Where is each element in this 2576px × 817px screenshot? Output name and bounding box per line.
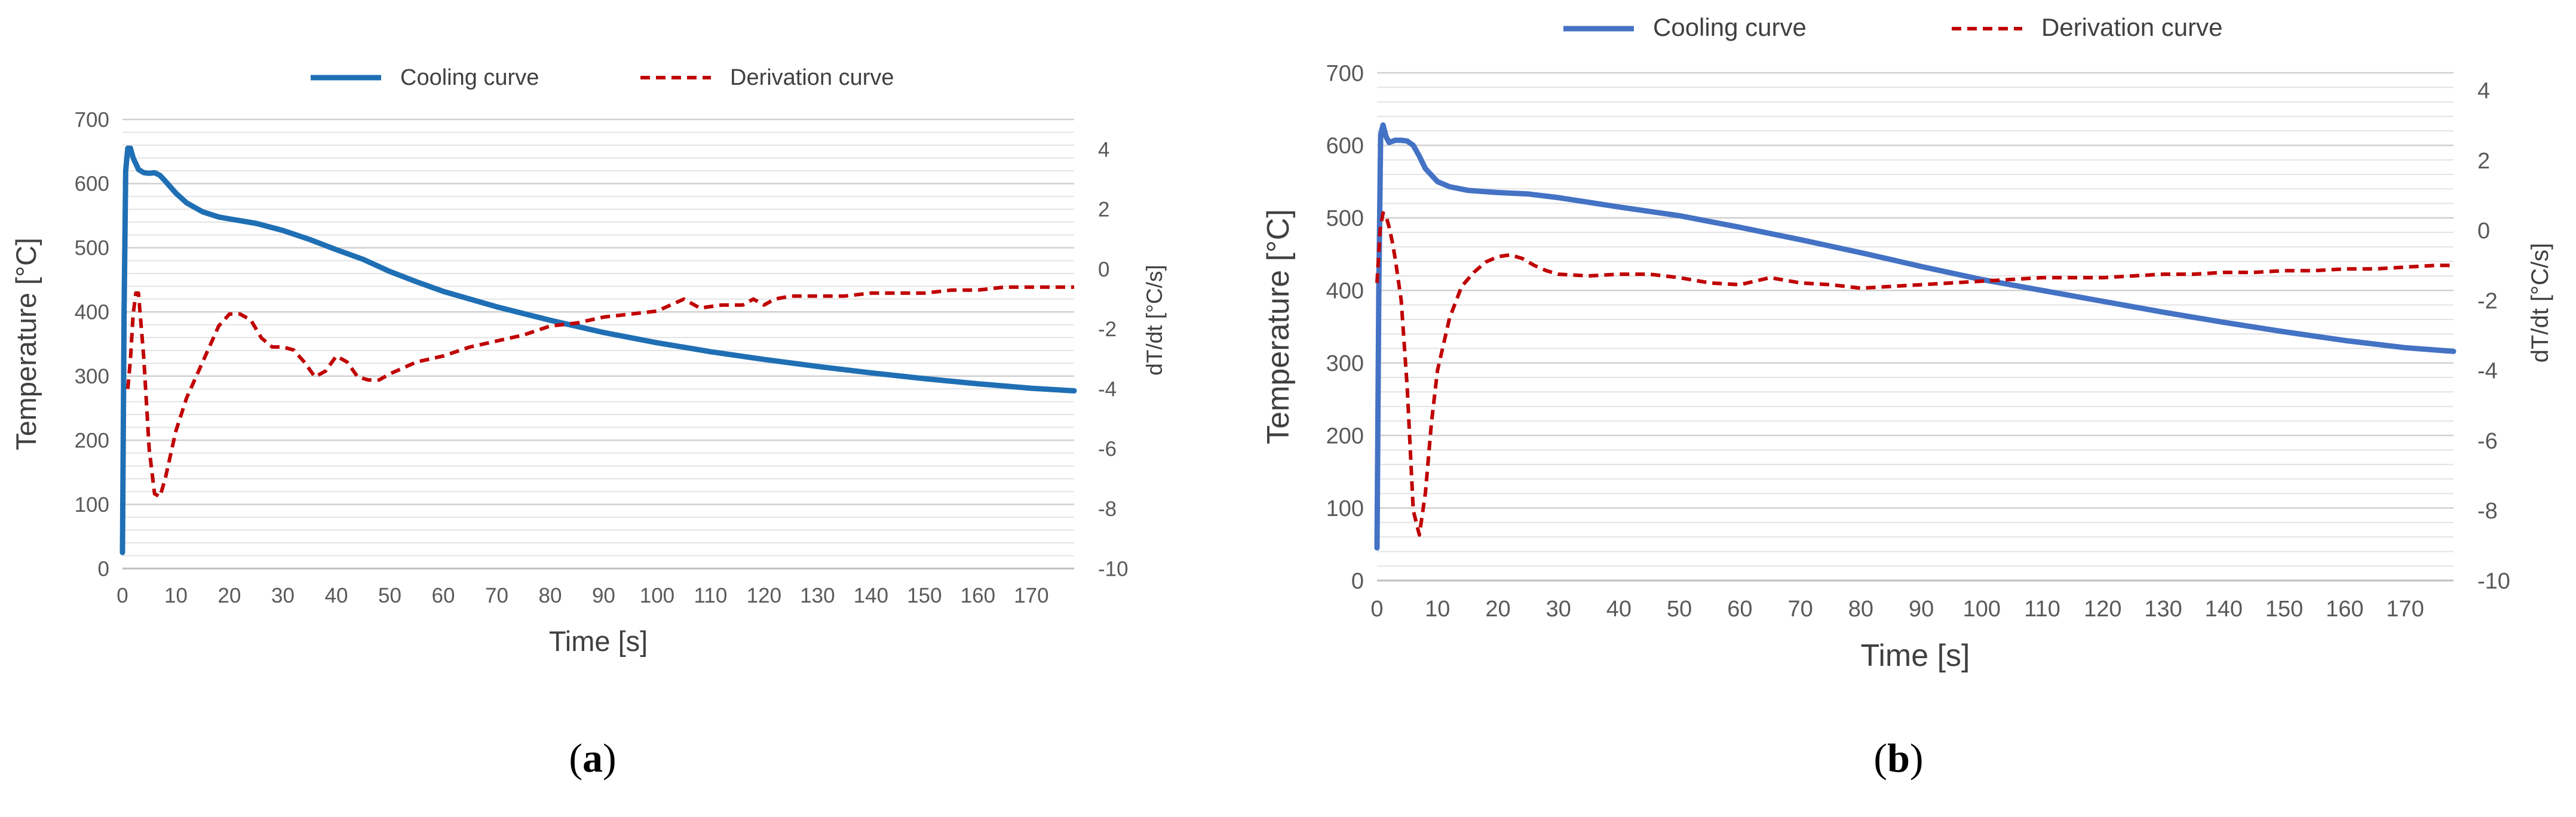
derivation-curve-line <box>1375 211 2454 537</box>
legend-label: Derivation curve <box>730 65 894 90</box>
x-tick-label: 100 <box>640 584 674 607</box>
y-tick-label: 700 <box>1326 61 1364 86</box>
x-axis-title: Time [s] <box>549 625 648 657</box>
x-tick-label: 10 <box>1425 597 1450 622</box>
x-tick-label: 170 <box>2386 597 2424 622</box>
derivation-curve-line <box>125 285 1074 499</box>
y2-axis-title: dT/dt [°C/s] <box>2527 243 2553 363</box>
y2-tick-label: -10 <box>2477 569 2510 594</box>
y2-tick-label: -4 <box>2477 359 2498 384</box>
y2-tick-label: -8 <box>2477 499 2498 524</box>
x-tick-label: 140 <box>854 584 888 607</box>
x-tick-label: 10 <box>164 584 188 607</box>
caption-paren: ) <box>603 735 617 781</box>
legend-label: Cooling curve <box>400 65 539 90</box>
y-tick-label: 100 <box>1326 496 1364 521</box>
legend-label: Cooling curve <box>1653 13 1807 41</box>
x-tick-label: 150 <box>907 584 942 607</box>
x-tick-label: 60 <box>431 584 455 607</box>
y-tick-label: 0 <box>98 557 109 580</box>
y2-tick-label: 2 <box>2477 149 2490 174</box>
y-tick-label: 500 <box>75 236 109 260</box>
x-tick-label: 140 <box>2205 597 2243 622</box>
y-tick-label: 500 <box>1326 206 1364 231</box>
x-tick-label: 150 <box>2265 597 2303 622</box>
x-tick-label: 50 <box>378 584 401 607</box>
y-tick-label: 600 <box>1326 134 1364 159</box>
caption-paren: ( <box>569 735 582 781</box>
x-tick-label: 170 <box>1014 584 1048 607</box>
x-tick-label: 110 <box>2024 597 2060 622</box>
x-tick-label: 0 <box>116 584 128 607</box>
caption-paren: ( <box>1873 735 1887 781</box>
x-tick-label: 120 <box>2084 597 2121 622</box>
y2-tick-label: 0 <box>2477 219 2490 244</box>
y-tick-label: 100 <box>75 493 109 517</box>
y-tick-label: 300 <box>1326 351 1364 376</box>
y-tick-label: 700 <box>75 108 109 131</box>
x-tick-label: 90 <box>592 584 615 607</box>
caption-letter: a <box>582 735 603 781</box>
y2-tick-label: -8 <box>1098 497 1117 521</box>
cooling-curve-line <box>1374 122 2457 551</box>
y2-tick-label: 0 <box>1098 258 1109 281</box>
y-tick-label: 200 <box>75 429 109 452</box>
y-axis-title: Temperature [°C] <box>1261 209 1296 444</box>
x-tick-label: 80 <box>1848 597 1873 622</box>
x-tick-label: 70 <box>485 584 508 607</box>
x-tick-label: 70 <box>1788 597 1813 622</box>
y-tick-label: 300 <box>75 365 109 388</box>
x-tick-label: 30 <box>1546 597 1571 622</box>
y-tick-label: 400 <box>1326 279 1364 304</box>
y2-tick-label: 4 <box>2477 79 2490 104</box>
panel-caption: (a) <box>569 735 616 781</box>
cooling-curve-line <box>119 145 1077 555</box>
x-tick-label: 60 <box>1727 597 1752 622</box>
y2-tick-label: 2 <box>1098 198 1109 222</box>
caption-letter: b <box>1887 735 1910 781</box>
x-tick-label: 0 <box>1370 597 1383 622</box>
x-tick-label: 90 <box>1909 597 1934 622</box>
y-tick-label: 400 <box>75 301 109 324</box>
y-axis-title: Temperature [°C] <box>10 238 42 450</box>
y2-tick-label: -6 <box>1098 438 1117 461</box>
x-tick-label: 50 <box>1667 597 1692 622</box>
panel-caption: (b) <box>1873 735 1923 781</box>
x-tick-label: 120 <box>747 584 781 607</box>
x-tick-label: 130 <box>2144 597 2182 622</box>
legend-label: Derivation curve <box>2041 13 2222 41</box>
x-tick-label: 160 <box>961 584 995 607</box>
y2-tick-label: -4 <box>1098 377 1117 401</box>
x-tick-label: 130 <box>800 584 835 607</box>
x-tick-label: 30 <box>271 584 295 607</box>
y2-tick-label: -2 <box>1098 318 1117 341</box>
y2-tick-label: -2 <box>2477 288 2498 314</box>
x-tick-label: 80 <box>538 584 562 607</box>
caption-paren: ) <box>1910 735 1924 781</box>
y2-tick-label: -6 <box>2477 429 2498 454</box>
y-tick-label: 0 <box>1351 569 1364 594</box>
y-tick-label: 200 <box>1326 423 1364 449</box>
y2-tick-label: -10 <box>1098 557 1128 580</box>
y-tick-label: 600 <box>75 173 109 196</box>
x-tick-label: 20 <box>218 584 241 607</box>
x-tick-label: 20 <box>1485 597 1510 622</box>
x-tick-label: 160 <box>2326 597 2363 622</box>
x-tick-label: 110 <box>694 584 728 607</box>
x-axis-title: Time [s] <box>1861 638 1970 673</box>
x-tick-label: 100 <box>1963 597 2001 622</box>
x-tick-label: 40 <box>1606 597 1632 622</box>
y2-axis-title: dT/dt [°C/s] <box>1142 265 1167 375</box>
y2-tick-label: 4 <box>1098 138 1109 161</box>
x-tick-label: 40 <box>325 584 348 607</box>
